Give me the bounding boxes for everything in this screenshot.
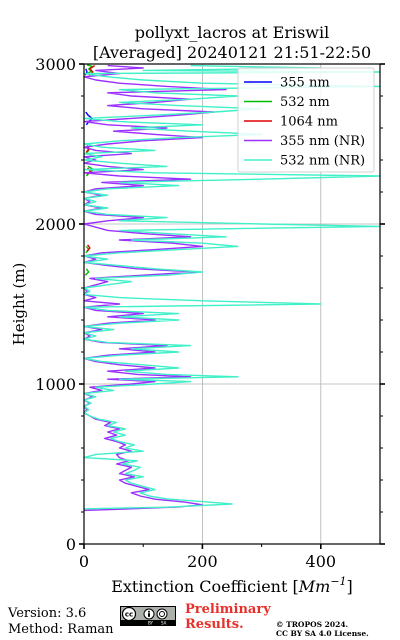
x-tick-label-1: 200 xyxy=(187,552,218,571)
preliminary-note-line2: Results. xyxy=(185,617,244,632)
x-axis-label-exponent: −1 xyxy=(330,575,346,588)
legend-label-2: 1064 nm xyxy=(280,115,338,130)
copyright-line1: © TROPOS 2024. xyxy=(276,620,349,629)
legend-box xyxy=(237,67,375,173)
chart-title-line1: pollyxt_lacros at Eriswil xyxy=(135,23,329,42)
chart-title-line2: [Averaged] 20240121 21:51-22:50 xyxy=(93,43,371,62)
x-axis-label-text: Extinction Coefficient [ xyxy=(111,577,299,596)
series-line-3-segment-0 xyxy=(83,64,227,512)
legend-label-1: 532 nm xyxy=(280,95,330,110)
x-axis-label-close: ] xyxy=(347,577,353,596)
version-label: Version: 3.6 xyxy=(8,606,87,621)
y-tick-label-1: 1000 xyxy=(35,375,76,394)
preliminary-note-line1: Preliminary xyxy=(185,602,271,617)
x-axis-label-unit: Mm xyxy=(298,577,331,596)
legend-label-0: 355 nm xyxy=(280,76,330,91)
series-line-2-segment-3 xyxy=(86,244,91,252)
y-tick-label-2: 2000 xyxy=(35,215,76,234)
svg-text:SA: SA xyxy=(161,621,167,626)
svg-text:cc: cc xyxy=(125,611,133,619)
x-tick-label-0: 0 xyxy=(79,552,89,571)
cc-by-sa-logo: cc BY SA xyxy=(120,606,176,626)
legend-label-4: 532 nm (NR) xyxy=(280,154,365,169)
legend-label-3: 355 nm (NR) xyxy=(280,134,365,149)
y-tick-label-0: 0 xyxy=(66,535,76,554)
series-line-1-segment-0 xyxy=(86,64,94,75)
y-axis-label: Height (m) xyxy=(10,263,28,346)
x-axis-label: Extinction Coefficient [Mm−1] xyxy=(111,575,353,596)
method-label: Method: Raman xyxy=(8,622,114,637)
plot-frame xyxy=(83,63,381,545)
legend: 355 nm 532 nm 1064 nm 355 nm (NR) 532 nm (NR… xyxy=(237,67,375,173)
copyright-line2: CC BY SA 4.0 License. xyxy=(276,629,369,638)
svg-text:BY: BY xyxy=(148,621,154,626)
x-tick-label-2: 400 xyxy=(306,552,337,571)
axis-ticks: 0 1000 2000 3000 0 200 400 xyxy=(35,55,385,571)
series-line-1-segment-3 xyxy=(84,268,90,276)
y-tick-label-3: 3000 xyxy=(35,55,76,74)
